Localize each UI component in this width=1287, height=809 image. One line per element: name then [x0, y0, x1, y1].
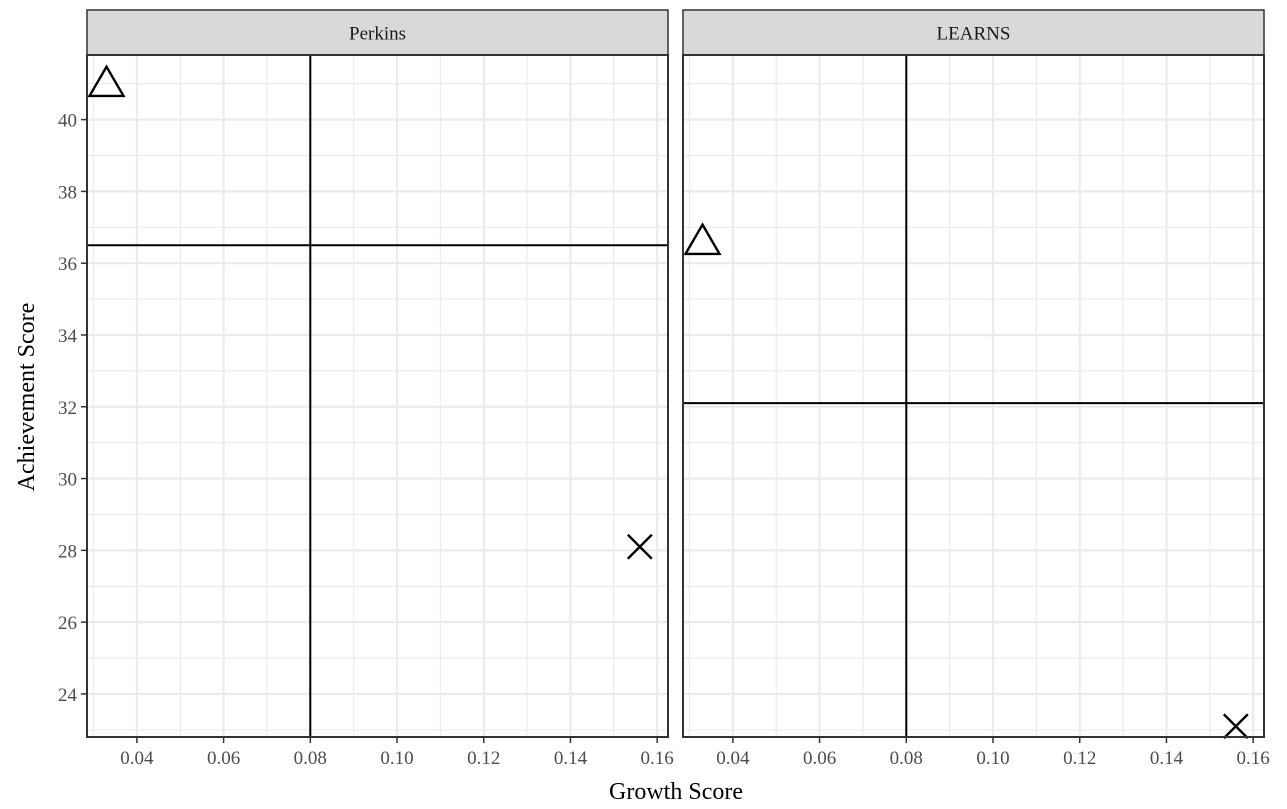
x-tick-label: 0.04 [716, 748, 750, 769]
y-tick-label: 38 [58, 182, 77, 203]
x-tick-label: 0.14 [1150, 748, 1184, 769]
x-tick-label: 0.08 [890, 748, 923, 769]
x-tick-label: 0.10 [976, 748, 1009, 769]
x-tick-label: 0.12 [467, 748, 500, 769]
facet-label: LEARNS [937, 24, 1011, 45]
facet-strip [682, 9, 1265, 56]
data-point-cross [626, 533, 653, 560]
x-tick-label: 0.14 [554, 748, 588, 769]
x-tick-label: 0.04 [120, 748, 154, 769]
y-tick-label: 28 [58, 541, 77, 562]
y-tick-label: 32 [58, 398, 77, 419]
y-axis-title: Achievement Score [14, 303, 40, 492]
plot-background [87, 55, 668, 737]
x-tick-label: 0.16 [641, 748, 674, 769]
y-tick-label: 36 [58, 254, 77, 275]
facet-label: Perkins [349, 24, 406, 45]
panel-learns: LEARNS 0.04 0.06 0.08 0.10 0.12 0.14 0.16 [682, 9, 1270, 769]
y-tick-label: 26 [58, 613, 77, 634]
x-tick-label: 0.10 [380, 748, 413, 769]
y-tick-label: 30 [58, 470, 77, 491]
x-tick-label: 0.06 [803, 748, 836, 769]
panel-perkins: Perkins 0.04 0.06 0.08 0.10 0.12 0.14 0.16 24 26 2… [58, 9, 674, 769]
panel-border [86, 54, 669, 738]
chart-panels: Perkins 0.04 0.06 0.08 0.10 0.12 0.14 0.16 24 26 2… [58, 9, 1270, 769]
data-point-triangle [87, 64, 126, 98]
plot-background [683, 55, 1264, 737]
x-axis-title: Growth Score [609, 779, 743, 805]
y-tick-label: 40 [58, 111, 77, 132]
panel-border [682, 54, 1265, 738]
x-tick-label: 0.12 [1063, 748, 1096, 769]
x-tick-label: 0.16 [1237, 748, 1270, 769]
facet-strip [86, 9, 669, 56]
data-point-triangle [683, 222, 722, 256]
x-tick-label: 0.06 [207, 748, 240, 769]
data-point-cross [1222, 713, 1249, 740]
x-tick-label: 0.08 [294, 748, 327, 769]
y-tick-label: 34 [58, 326, 78, 347]
y-tick-label: 24 [58, 685, 78, 706]
